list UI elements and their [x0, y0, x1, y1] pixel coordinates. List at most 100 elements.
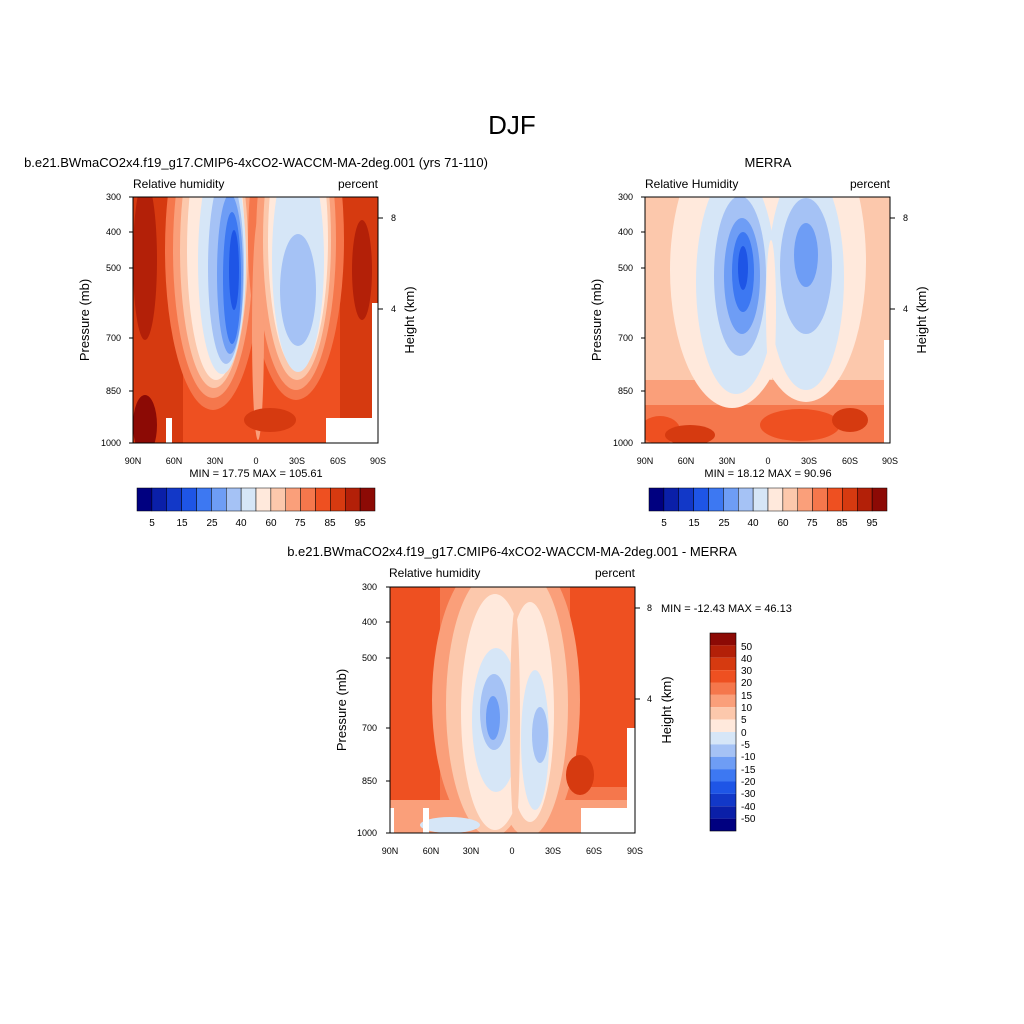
panel-diff-ytick: 400	[362, 617, 377, 627]
colorbar-label: 10	[741, 703, 753, 714]
panel-model-y2-axis: 8 4	[378, 213, 396, 314]
colorbar-swatch	[723, 487, 739, 512]
panel-merra-ytick: 700	[618, 333, 633, 343]
colorbar-swatch	[315, 487, 331, 512]
colorbar-label: 40	[741, 654, 753, 665]
panel-merra-frame	[644, 196, 891, 444]
panel-diff-ytick: 850	[362, 776, 377, 786]
colorbar-swatch	[255, 487, 272, 512]
colorbar-label: -15	[741, 765, 756, 776]
panel-model-stats: MIN = 17.75 MAX = 105.61	[189, 468, 322, 480]
colorbar-label: 95	[866, 518, 878, 529]
panel-merra-ytick: 1000	[613, 438, 633, 448]
colorbar-swatch	[767, 487, 784, 512]
panel-model-y2label: Height (km)	[402, 286, 417, 353]
colorbar-swatch	[710, 769, 736, 782]
colorbar-swatch	[330, 487, 346, 512]
colorbar-label: 75	[294, 518, 306, 529]
panel-diff-xtick: 60N	[423, 846, 440, 856]
panel-merra-xtick: 90N	[637, 456, 654, 466]
colorbar-label: -50	[741, 814, 756, 825]
colorbar-label: 5	[661, 518, 667, 529]
colorbar-label: 85	[836, 518, 848, 529]
panel-diff-stats: MIN = -12.43 MAX = 46.13	[661, 603, 792, 615]
colorbar-swatch	[663, 487, 679, 512]
colorbar-swatch	[710, 707, 736, 720]
panel-diff-ytick: 1000	[357, 828, 377, 838]
panel-merra-colorbar-labels: 5 15 25 40 60 75 85 95	[661, 518, 878, 529]
colorbar-swatch	[710, 818, 736, 831]
panel-diff-ytick: 700	[362, 723, 377, 733]
colorbar-swatch	[710, 694, 736, 708]
colorbar-swatch	[345, 487, 361, 512]
panel-model-ytick: 400	[106, 227, 121, 237]
panel-model-y2tick: 4	[391, 304, 396, 314]
colorbar-label: -5	[741, 740, 750, 751]
colorbar-label: 5	[741, 715, 747, 726]
colorbar-label: 25	[718, 518, 730, 529]
colorbar-swatch	[226, 487, 242, 512]
panel-model-title: b.e21.BWmaCO2x4.f19_g17.CMIP6-4xCO2-WACC…	[24, 155, 488, 170]
colorbar-swatch	[648, 487, 665, 512]
colorbar-swatch	[812, 487, 828, 512]
colorbar-swatch	[710, 657, 736, 671]
panel-diff-xtick: 30N	[463, 846, 480, 856]
colorbar-label: 95	[354, 518, 366, 529]
colorbar-swatch	[710, 744, 736, 757]
panel-model-colorbar	[136, 487, 376, 512]
colorbar-swatch	[752, 487, 769, 512]
panel-diff-frame	[389, 586, 636, 834]
panel-model-xtick: 30N	[207, 456, 224, 466]
panel-diff-colorbar	[709, 632, 737, 832]
panel-diff-ylabel: Pressure (mb)	[334, 669, 349, 751]
colorbar-swatch	[693, 487, 709, 512]
colorbar-swatch	[300, 487, 316, 512]
colorbar-swatch	[151, 487, 167, 512]
panel-merra-y2-axis: 8 4	[890, 213, 908, 314]
panel-model-ytick: 1000	[101, 438, 121, 448]
colorbar-swatch	[871, 487, 888, 512]
panel-model-xtick: 60N	[166, 456, 183, 466]
panel-merra-ytick: 500	[618, 263, 633, 273]
colorbar-swatch	[710, 682, 736, 695]
colorbar-swatch	[678, 487, 694, 512]
panel-model-y-axis: 300 400 500 700 850 1000	[101, 192, 133, 448]
panel-model: b.e21.BWmaCO2x4.f19_g17.CMIP6-4xCO2-WACC…	[24, 155, 488, 529]
panel-merra-y2label: Height (km)	[914, 286, 929, 353]
colorbar-label: 60	[777, 518, 789, 529]
colorbar-label: 15	[741, 691, 753, 702]
panel-model-y2tick: 8	[391, 213, 396, 223]
panel-merra: MERRA Relative Humidity percent	[589, 155, 929, 529]
panel-diff-colorbar-labels: 50 40 30 20 15 10 5 0 -5 -10 -15 -20 -30…	[741, 642, 756, 825]
colorbar-swatch	[710, 781, 736, 794]
colorbar-swatch	[708, 487, 724, 512]
colorbar-label: -40	[741, 802, 756, 813]
colorbar-label: 85	[324, 518, 336, 529]
colorbar-swatch	[797, 487, 813, 512]
panel-model-contours	[133, 197, 378, 443]
panel-diff: b.e21.BWmaCO2x4.f19_g17.CMIP6-4xCO2-WACC…	[287, 544, 792, 856]
colorbar-swatch	[710, 806, 736, 819]
panel-model-xtick: 60S	[330, 456, 346, 466]
panel-model-ylabel: Pressure (mb)	[77, 279, 92, 361]
panel-model-right-label: percent	[338, 177, 379, 191]
panel-merra-x-axis: 90N 60N 30N 0 30S 60S 90S	[637, 456, 898, 466]
panel-diff-contours	[390, 587, 635, 833]
colorbar-swatch	[710, 645, 736, 658]
panel-diff-y2tick: 4	[647, 694, 652, 704]
colorbar-label: 75	[806, 518, 818, 529]
colorbar-label: 40	[235, 518, 247, 529]
colorbar-label: 30	[741, 666, 753, 677]
panel-merra-xtick: 90S	[882, 456, 898, 466]
colorbar-swatch	[710, 670, 736, 683]
panel-merra-xtick: 30N	[719, 456, 736, 466]
panel-diff-left-label: Relative humidity	[389, 566, 480, 580]
panel-merra-title: MERRA	[745, 155, 792, 170]
panel-merra-xtick: 30S	[801, 456, 817, 466]
panel-diff-xtick: 90N	[382, 846, 399, 856]
colorbar-swatch	[710, 732, 736, 745]
colorbar-label: 25	[206, 518, 218, 529]
colorbar-label: 60	[265, 518, 277, 529]
panel-merra-y-axis: 300 400 500 700 850 1000	[613, 192, 645, 448]
panel-diff-title: b.e21.BWmaCO2x4.f19_g17.CMIP6-4xCO2-WACC…	[287, 544, 737, 559]
